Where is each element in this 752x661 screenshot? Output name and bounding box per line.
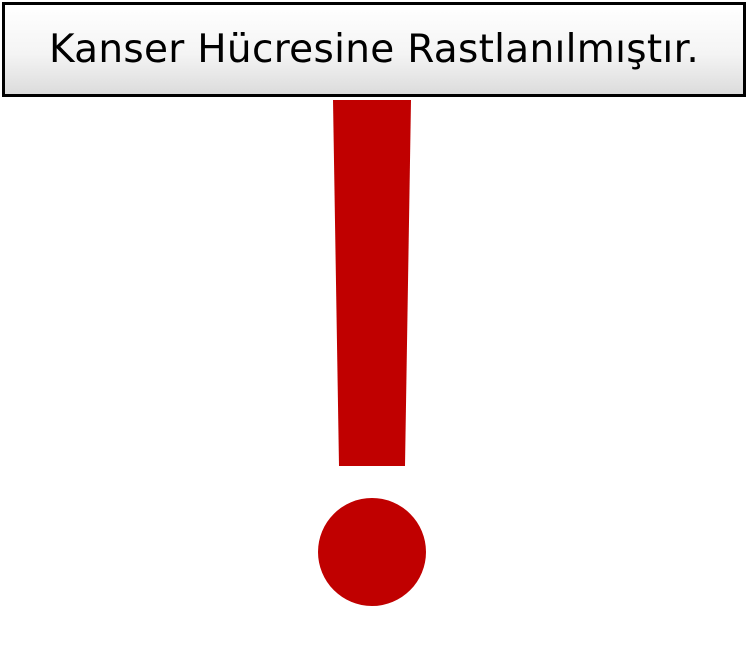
message-title: Kanser Hücresine Rastlanılmıştır. bbox=[48, 27, 700, 72]
message-banner: Kanser Hücresine Rastlanılmıştır. bbox=[2, 2, 746, 97]
exclamation-dot bbox=[318, 498, 426, 606]
exclamation-bar bbox=[333, 100, 411, 466]
